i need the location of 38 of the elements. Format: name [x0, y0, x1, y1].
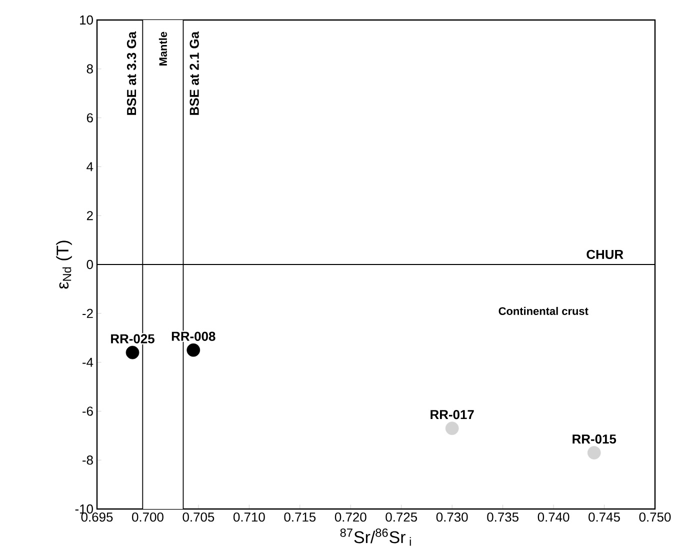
- y-tick-label: 2: [86, 211, 93, 220]
- y-tick-label: 8: [86, 64, 93, 74]
- y-axis-title: ε$_{Nd}$ (T): [56, 240, 72, 289]
- annotation: RR-025: [111, 334, 154, 344]
- ref-line-label: BSE at 2.1 Ga: [190, 31, 199, 115]
- annotation: RR-017: [430, 410, 474, 420]
- x-tick-label: 0.715: [284, 512, 316, 522]
- x-tick-label: 0.700: [132, 512, 164, 522]
- annotation: RR-015: [572, 434, 616, 444]
- x-tick-label: 0.705: [182, 512, 214, 522]
- point: [186, 343, 200, 357]
- y-tick-label: 6: [86, 113, 93, 122]
- y-tick-label: 10: [80, 15, 93, 25]
- x-tick-label: 0.725: [386, 512, 418, 522]
- annotation: RR-008: [172, 332, 216, 341]
- ref-line-label: BSE at 3.3 Ga: [126, 31, 136, 115]
- y-tick-label: -10: [75, 504, 93, 514]
- x-tick-label: 0.740: [538, 512, 570, 522]
- ref-line-label: CHUR: [586, 250, 624, 259]
- y-tick-label: -6: [82, 406, 93, 416]
- x-axis-title: $^{87}$Sr/$^{86}$Sr $_{i}$: [340, 528, 411, 546]
- x-tick-label: 0.745: [588, 512, 620, 522]
- annotation: Continental crust: [498, 306, 588, 315]
- y-tick-label: -4: [82, 358, 94, 367]
- point: [126, 346, 140, 360]
- band-label: Mantle: [158, 32, 167, 66]
- point: [587, 446, 601, 460]
- y-tick-label: 4: [86, 162, 94, 172]
- y-tick-label: 0: [86, 260, 93, 270]
- x-tick-label: 0.710: [233, 512, 265, 522]
- x-tick-label: 0.735: [487, 512, 518, 522]
- x-tick-label: 0.720: [334, 512, 366, 522]
- x-tick-label: 0.750: [639, 512, 671, 522]
- y-tick-label: -2: [82, 308, 93, 318]
- point: [445, 422, 459, 435]
- x-tick-label: 0.695: [81, 512, 113, 522]
- y-tick-label: -8: [82, 455, 93, 465]
- x-tick-label: 0.730: [436, 512, 468, 522]
